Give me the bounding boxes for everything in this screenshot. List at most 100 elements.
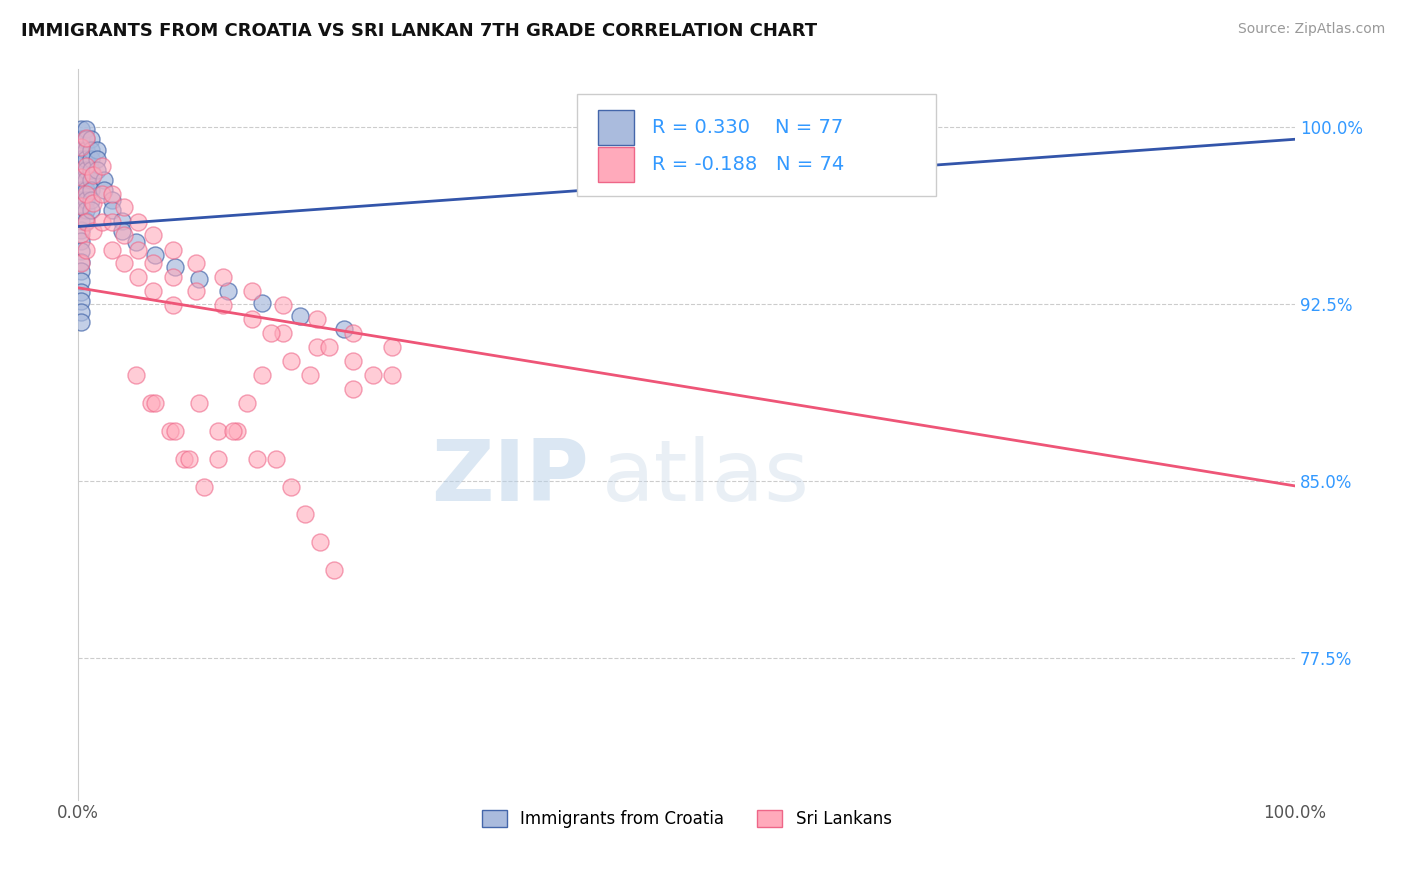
- Point: [226, 424, 249, 438]
- Point: [75, 214, 97, 228]
- Point: [70, 140, 93, 154]
- Point: [82, 196, 104, 211]
- Text: IMMIGRANTS FROM CROATIA VS SRI LANKAN 7TH GRADE CORRELATION CHART: IMMIGRANTS FROM CROATIA VS SRI LANKAN 7T…: [21, 22, 817, 40]
- Point: [70, 305, 93, 319]
- Point: [142, 228, 165, 243]
- Point: [125, 368, 148, 382]
- Point: [79, 203, 101, 218]
- Point: [207, 451, 229, 466]
- Point: [70, 183, 93, 197]
- Text: ZIP: ZIP: [432, 436, 589, 519]
- Point: [75, 243, 97, 257]
- Point: [101, 214, 124, 228]
- Point: [246, 451, 269, 466]
- Text: atlas: atlas: [602, 436, 810, 519]
- Point: [70, 244, 93, 259]
- Point: [127, 270, 149, 285]
- Point: [75, 122, 97, 136]
- Point: [163, 260, 186, 274]
- Point: [75, 162, 97, 177]
- Point: [162, 270, 184, 285]
- Point: [70, 162, 93, 177]
- Point: [70, 173, 93, 187]
- Point: [381, 340, 404, 354]
- Point: [75, 132, 97, 146]
- Point: [75, 131, 97, 145]
- Point: [193, 479, 215, 493]
- Point: [70, 193, 93, 207]
- Point: [236, 395, 259, 409]
- Point: [323, 563, 346, 577]
- Point: [75, 186, 97, 201]
- Point: [70, 234, 93, 248]
- Point: [305, 340, 328, 354]
- Point: [82, 224, 104, 238]
- Point: [70, 264, 93, 278]
- Point: [70, 227, 93, 242]
- Point: [221, 424, 243, 438]
- Point: [91, 186, 114, 201]
- Point: [187, 272, 209, 286]
- Point: [101, 203, 124, 218]
- Point: [381, 368, 404, 382]
- Point: [114, 200, 136, 214]
- FancyBboxPatch shape: [598, 111, 634, 145]
- Point: [79, 143, 101, 157]
- Point: [250, 368, 273, 382]
- Point: [298, 368, 321, 382]
- Point: [250, 296, 273, 310]
- Text: R = -0.188   N = 74: R = -0.188 N = 74: [652, 155, 845, 174]
- Point: [159, 424, 181, 438]
- Legend: Immigrants from Croatia, Sri Lankans: Immigrants from Croatia, Sri Lankans: [475, 804, 898, 835]
- Point: [86, 143, 108, 157]
- Point: [127, 243, 149, 257]
- Point: [79, 173, 101, 187]
- Point: [79, 183, 101, 197]
- Point: [271, 298, 294, 312]
- Point: [184, 284, 207, 298]
- Point: [70, 199, 93, 213]
- Point: [79, 162, 101, 177]
- Point: [70, 315, 93, 329]
- Point: [127, 214, 149, 228]
- FancyBboxPatch shape: [598, 147, 634, 182]
- Point: [79, 132, 101, 146]
- Point: [260, 326, 283, 341]
- Point: [70, 132, 93, 146]
- Point: [162, 243, 184, 257]
- FancyBboxPatch shape: [576, 94, 936, 196]
- Point: [70, 223, 93, 237]
- Text: R = 0.330    N = 77: R = 0.330 N = 77: [652, 119, 844, 137]
- Point: [217, 284, 239, 298]
- Point: [294, 508, 316, 522]
- Point: [271, 326, 294, 341]
- Point: [179, 451, 201, 466]
- Point: [212, 270, 235, 285]
- Point: [70, 122, 93, 136]
- Point: [240, 284, 263, 298]
- Point: [290, 309, 312, 323]
- Point: [70, 254, 93, 268]
- Point: [70, 275, 93, 289]
- Point: [187, 395, 209, 409]
- Point: [240, 312, 263, 326]
- Point: [125, 235, 148, 249]
- Point: [86, 153, 108, 167]
- Point: [75, 153, 97, 167]
- Point: [280, 354, 302, 368]
- Point: [91, 159, 114, 173]
- Point: [93, 183, 115, 197]
- Point: [318, 340, 340, 354]
- Point: [75, 193, 97, 207]
- Point: [264, 451, 287, 466]
- Point: [145, 395, 167, 409]
- Point: [212, 298, 235, 312]
- Point: [163, 424, 186, 438]
- Point: [70, 203, 93, 218]
- Point: [110, 214, 132, 228]
- Point: [114, 228, 136, 243]
- Point: [361, 368, 384, 382]
- Point: [75, 203, 97, 218]
- Point: [75, 159, 97, 173]
- Point: [173, 451, 195, 466]
